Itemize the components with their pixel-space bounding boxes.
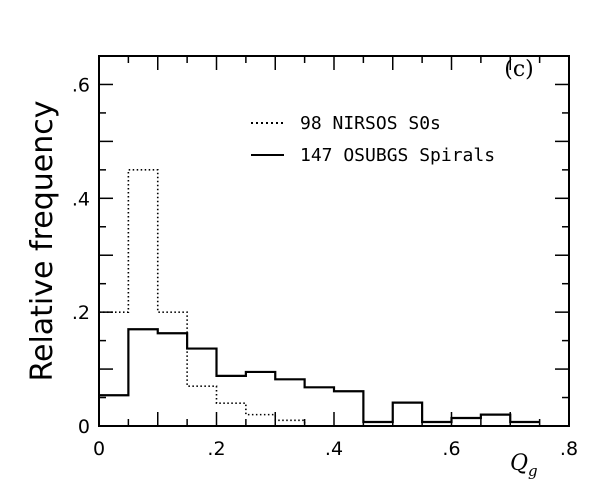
y-tick-label: 0 xyxy=(78,416,90,438)
x-axis-title: Qg xyxy=(510,451,538,480)
x-tick-label: .6 xyxy=(442,438,460,460)
plot-frame xyxy=(98,55,570,427)
panel-label: (c) xyxy=(504,57,534,82)
x-tick-label: .4 xyxy=(325,438,343,460)
legend: 98 NIRSOS S0s 147 OSUBGS Spirals xyxy=(251,113,495,166)
x-tick-label: .2 xyxy=(207,438,225,460)
series-2-histogram xyxy=(99,328,540,424)
y-axis-title: Relative frequency xyxy=(25,101,60,382)
y-tick-label: .4 xyxy=(72,188,90,210)
y-tick-label: .6 xyxy=(72,74,90,96)
ticks-layer xyxy=(98,55,570,427)
labels-layer: 0 .2 .4 .6 .8 0 .2 .4 .6 xyxy=(72,74,578,460)
x-tick-label: 0 xyxy=(93,438,105,460)
legend-label-series-2: 147 OSUBGS Spirals xyxy=(300,145,495,166)
x-tick-label: .8 xyxy=(560,438,578,460)
series-layer xyxy=(99,169,540,427)
legend-label-series-1: 98 NIRSOS S0s xyxy=(300,113,441,134)
y-tick-label: .2 xyxy=(72,302,90,324)
